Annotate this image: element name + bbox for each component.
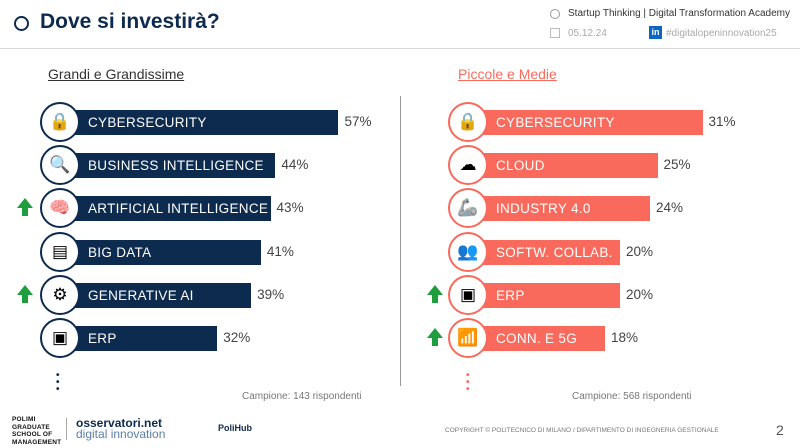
bar-label: CLOUD [496,158,545,173]
date-label: 05.12.24 [568,28,607,39]
bar-erp: ERP [470,283,620,308]
ai-chip-icon: ⚙ [40,275,80,315]
academy-label: Startup Thinking | Digital Transformatio… [568,8,790,19]
copyright: COPYRIGHT © POLITECNICO DI MILANO / DIPA… [445,427,719,434]
trend-up-arrow-icon [427,285,443,303]
bar-value: 20% [626,287,654,302]
osservatori-logo: osservatori.net digital innovation [76,416,166,441]
bar-erp: ERP [62,326,218,351]
chat-icon [550,9,560,19]
bar-label: GENERATIVE AI [88,288,194,303]
robot-arm-icon: 🦾 [448,188,488,228]
calendar-icon [550,28,560,38]
bar-label: SOFTW. COLLAB. [496,245,613,260]
bar-value: 20% [626,244,654,259]
left-section-title: Grandi e Grandissime [48,66,185,82]
magnifier-icon: 🔍 [40,145,80,185]
more-dots-left: • • • [56,370,60,395]
right-section-title: Piccole e Medie [458,66,557,82]
bar-big-data: BIG DATA [62,240,261,265]
more-dots-right: • • • [466,370,470,395]
tablet-icon: ▣ [448,275,488,315]
trend-up-arrow-icon [17,198,33,216]
bar-value: 57% [344,114,372,129]
bar-label: ERP [88,331,117,346]
bar-label: CYBERSECURITY [88,115,207,130]
bar-label: INDUSTRY 4.0 [496,201,591,216]
bar-artificial-intelligence: ARTIFICIAL INTELLIGENCE [62,196,271,221]
trend-up-arrow-icon [17,285,33,303]
team-icon: 👥 [448,232,488,272]
brain-icon: 🧠 [40,188,80,228]
bar-conn-e-5g: CONN. E 5G [470,326,605,351]
bar-value: 31% [708,114,736,129]
bar-value: 41% [266,244,294,259]
right-sample-note: Campione: 568 rispondenti [572,391,692,402]
tablet-icon: ▣ [40,318,80,358]
page-title: Dove si investirà? [40,10,220,33]
bar-label: BUSINESS INTELLIGENCE [88,158,264,173]
bar-value: 43% [276,200,304,215]
title-icon [14,16,29,31]
bar-value: 32% [223,330,251,345]
polihub-logo: PoliHub [218,423,252,433]
bar-cloud: CLOUD [470,153,658,178]
bar-generative-ai: GENERATIVE AI [62,283,252,308]
lock-icon: 🔒 [40,102,80,142]
cloud-icon: ☁ [448,145,488,185]
bar-value: 39% [257,287,285,302]
bar-value: 18% [611,330,639,345]
bar-label: ARTIFICIAL INTELLIGENCE [88,201,269,216]
bar-industry-4-0: INDUSTRY 4.0 [470,196,650,221]
logo2b: digital innovation [76,427,166,441]
bar-cybersecurity: CYBERSECURITY [470,110,703,135]
bar-cybersecurity: CYBERSECURITY [62,110,339,135]
server-icon: ▤ [40,232,80,272]
bar-label: ERP [496,288,525,303]
bar-label: CYBERSECURITY [496,115,615,130]
bar-softw-collab-: SOFTW. COLLAB. [470,240,620,265]
left-sample-note: Campione: 143 rispondenti [242,391,362,402]
logo2a: osservatori.net [76,416,163,430]
bar-business-intelligence: BUSINESS INTELLIGENCE [62,153,276,178]
lock-icon: 🔒 [448,102,488,142]
header-divider [0,48,800,49]
linkedin-icon: in [649,26,662,39]
bar-value: 25% [663,157,691,172]
logo-divider [66,418,67,440]
center-divider [400,96,401,386]
bar-value: 24% [656,200,684,215]
bar-value: 44% [281,157,309,172]
page-number: 2 [776,422,784,438]
bar-label: CONN. E 5G [496,331,578,346]
polimi-logo: POLIMI GRADUATE SCHOOL OF MANAGEMENT [12,416,62,446]
bar-label: BIG DATA [88,245,152,260]
trend-up-arrow-icon [427,328,443,346]
router-icon: 📶 [448,318,488,358]
hashtag-label: #digitalopeninnovation25 [666,28,777,39]
